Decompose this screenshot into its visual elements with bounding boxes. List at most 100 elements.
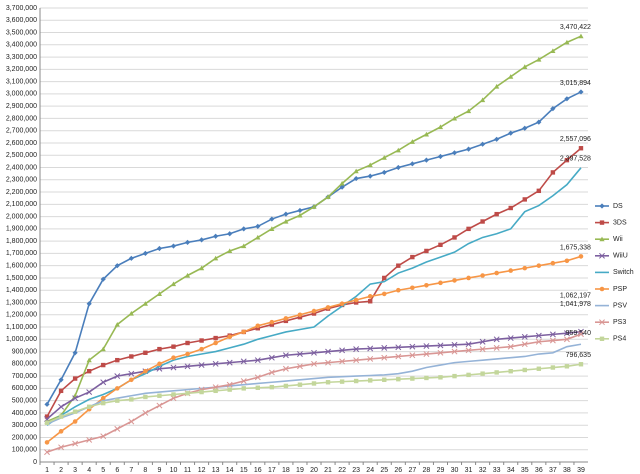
data-point — [255, 326, 260, 331]
data-point — [353, 300, 359, 305]
legend-marker — [599, 236, 605, 242]
x-tick-label: 12 — [198, 467, 206, 474]
y-tick-label: 1,300,000 — [6, 299, 37, 306]
data-point — [58, 403, 65, 410]
data-point — [129, 354, 134, 359]
data-point — [241, 386, 246, 391]
data-point — [115, 357, 120, 363]
x-tick-label: 18 — [282, 467, 290, 474]
data-point — [255, 223, 261, 230]
data-point — [296, 351, 303, 357]
data-point — [171, 344, 176, 349]
x-tick-label: 37 — [549, 467, 557, 474]
data-point — [269, 319, 275, 325]
data-point — [549, 337, 556, 344]
data-point — [86, 436, 93, 443]
data-point — [578, 146, 584, 151]
series-line — [46, 330, 582, 420]
data-point — [451, 150, 458, 156]
data-point — [507, 335, 514, 342]
data-point — [156, 402, 163, 409]
data-point — [367, 294, 373, 299]
y-tick-label: 3,600,000 — [6, 17, 37, 24]
data-point — [409, 352, 416, 359]
data-point — [438, 280, 443, 286]
data-point — [184, 272, 191, 278]
data-point — [254, 374, 261, 381]
data-point — [44, 440, 50, 445]
data-point — [409, 139, 415, 144]
data-point — [157, 361, 162, 367]
data-point — [311, 360, 317, 367]
data-point — [564, 258, 570, 264]
data-point — [128, 370, 135, 377]
data-point — [550, 170, 556, 175]
data-point — [213, 388, 218, 394]
series-line — [46, 343, 582, 425]
data-point — [452, 235, 457, 240]
data-point — [396, 263, 401, 268]
data-point — [396, 287, 401, 293]
data-point — [72, 440, 79, 447]
legend-label: DS — [613, 203, 623, 210]
data-point — [424, 248, 429, 254]
data-point — [311, 204, 317, 209]
x-tick-label: 11 — [184, 467, 191, 474]
data-point — [452, 373, 457, 379]
y-tick-label: 2,300,000 — [6, 177, 37, 184]
data-point — [283, 218, 289, 224]
y-tick-label: 3,700,000 — [6, 5, 37, 12]
data-point — [395, 344, 402, 351]
data-point — [213, 255, 219, 261]
data-point — [494, 83, 500, 89]
data-point — [465, 341, 472, 348]
data-point — [410, 254, 415, 260]
x-tick-label: 20 — [310, 467, 318, 474]
data-point — [283, 316, 289, 321]
x-tick-label: 16 — [254, 467, 262, 474]
data-point — [297, 382, 303, 387]
data-point — [143, 350, 148, 355]
data-point — [86, 301, 92, 307]
data-point — [254, 357, 261, 364]
data-point — [255, 323, 261, 329]
data-point — [241, 226, 247, 232]
data-point — [437, 342, 444, 349]
data-point — [438, 242, 443, 248]
data-point — [480, 371, 485, 376]
data-point — [339, 301, 345, 307]
data-point — [465, 146, 472, 152]
data-point — [86, 389, 93, 396]
data-point — [142, 250, 148, 257]
y-tick-label: 3,300,000 — [6, 54, 37, 61]
data-point — [536, 263, 542, 268]
legend-marker — [599, 336, 605, 341]
x-tick-label: 19 — [296, 467, 304, 474]
x-tick-label: 4 — [87, 467, 91, 474]
data-point — [283, 318, 289, 324]
data-point — [255, 385, 260, 390]
data-point — [550, 260, 556, 266]
data-point — [339, 379, 345, 384]
data-point — [522, 125, 528, 131]
x-tick-label: 10 — [170, 467, 178, 474]
y-tick-label: 1,200,000 — [6, 312, 37, 319]
data-point — [44, 401, 50, 407]
data-point — [578, 362, 584, 367]
data-point — [423, 351, 430, 357]
data-point — [522, 64, 528, 69]
x-tick-label: 31 — [465, 467, 473, 474]
x-tick-label: 3 — [73, 467, 77, 474]
y-tick-label: 1,100,000 — [6, 324, 37, 331]
data-point — [114, 321, 120, 327]
data-point — [564, 96, 570, 102]
data-point — [507, 343, 514, 350]
data-point — [269, 384, 275, 390]
legend-marker — [599, 286, 605, 292]
legend-label: PSP — [613, 286, 627, 293]
data-point — [339, 358, 346, 365]
data-point — [494, 136, 500, 142]
data-point — [493, 344, 500, 351]
data-point — [156, 245, 163, 252]
y-tick-label: 1,000,000 — [6, 336, 37, 343]
